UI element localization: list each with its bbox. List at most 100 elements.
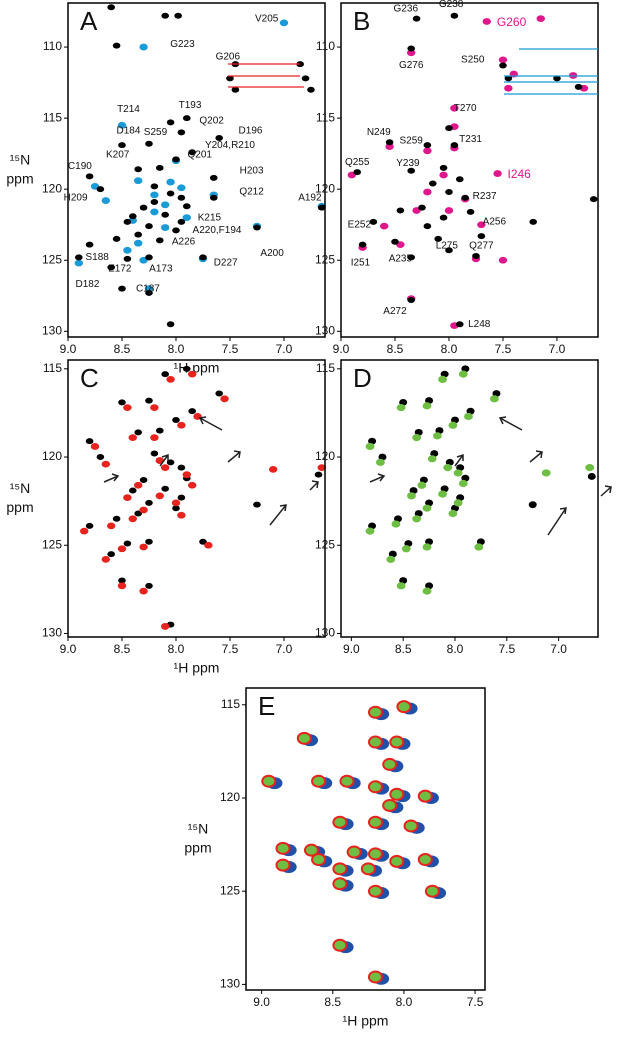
peak [150,183,159,190]
peak [123,246,132,254]
peak [160,464,170,472]
y-tick-label: 125 [220,883,240,897]
peak [160,224,170,231]
peak-label: H203 [240,165,264,176]
peak [188,408,196,415]
peak-label: R237 [473,191,497,202]
peak [128,515,137,523]
peak [464,412,473,421]
peak [123,494,132,502]
peak-label: Q277 [469,241,494,252]
y-tick-label: 120 [220,790,240,804]
x-axis-label: ¹H ppm [174,360,220,376]
peak-label: T270 [454,103,477,114]
peak [369,817,381,827]
peak [529,218,538,225]
peak [362,864,374,874]
peak [145,289,153,296]
peak [85,522,94,529]
peak [401,545,411,553]
peak-label: I251 [351,258,371,269]
peak [493,170,502,177]
x-tick-label: 9.0 [60,642,77,656]
peak [375,458,385,466]
x-axis-label: ¹H ppm [343,1013,389,1029]
plot-frame [67,359,326,638]
peak [455,176,464,183]
peak-label: I246 [507,167,531,181]
peak [231,86,240,93]
peak [106,522,116,530]
peak [422,504,432,512]
peak [177,129,186,136]
y-tick-label: 110 [43,39,62,53]
peak [589,196,598,203]
x-tick-label: 9.0 [333,342,350,356]
peak [128,434,137,442]
peak [174,12,182,19]
y-axis-label: ppm [6,171,33,187]
peak [139,543,148,551]
peak [150,404,159,412]
peak [450,12,459,19]
peak [177,464,186,471]
x-tick-label: 8.5 [387,342,404,356]
peak [391,856,403,866]
peak [369,782,381,792]
peak-label: D184 [117,126,141,137]
peak [458,479,468,488]
peak-label: G223 [170,39,195,50]
peak-label: A192 [298,192,322,203]
peak [341,776,353,786]
peak-label: A226 [172,236,196,247]
peak [150,198,159,205]
peak [161,485,169,492]
peak [365,527,375,535]
panel: 9.0 8.5 8.0 7.5 7.0 110 115 120 125 130 A ¹H ppm ¹⁵N… [6,2,326,376]
peak [117,582,127,590]
peak [171,499,181,507]
peak [455,321,464,328]
peak [107,551,115,558]
peak [313,776,325,786]
peak [307,86,315,93]
peak [412,515,422,523]
y-tick-label: 130 [315,626,335,640]
peak [461,194,469,201]
peak [405,821,417,831]
peak [177,218,186,225]
peak [96,186,105,193]
peak [145,582,153,589]
y-tick-label: 130 [42,323,62,337]
peak [187,370,197,378]
peak [112,235,121,242]
peak [334,864,346,874]
peak [253,224,261,231]
peak [301,75,310,82]
peak [439,164,448,171]
peak [117,121,127,129]
peak [145,140,153,147]
peak [313,855,325,865]
peak [160,623,170,630]
peak [427,455,437,463]
x-tick-label: 9.0 [60,342,77,356]
peak-label: Y204,R210 [205,140,255,151]
peak-label: L248 [468,319,491,330]
peak [128,487,137,494]
x-tick-label: 7.5 [467,995,484,1009]
plot-frame [67,2,326,338]
peak [204,541,213,549]
peak [277,860,289,870]
peak-label: E172 [108,263,132,274]
peak-label: G238 [439,0,464,10]
panel-letter: B [353,6,370,36]
peak [422,587,432,595]
x-tick-label: 7.5 [495,342,512,356]
peak [177,494,186,501]
peak [407,254,415,261]
peak [134,429,142,436]
peak [118,285,126,292]
peak [384,759,396,769]
peak [384,800,396,810]
